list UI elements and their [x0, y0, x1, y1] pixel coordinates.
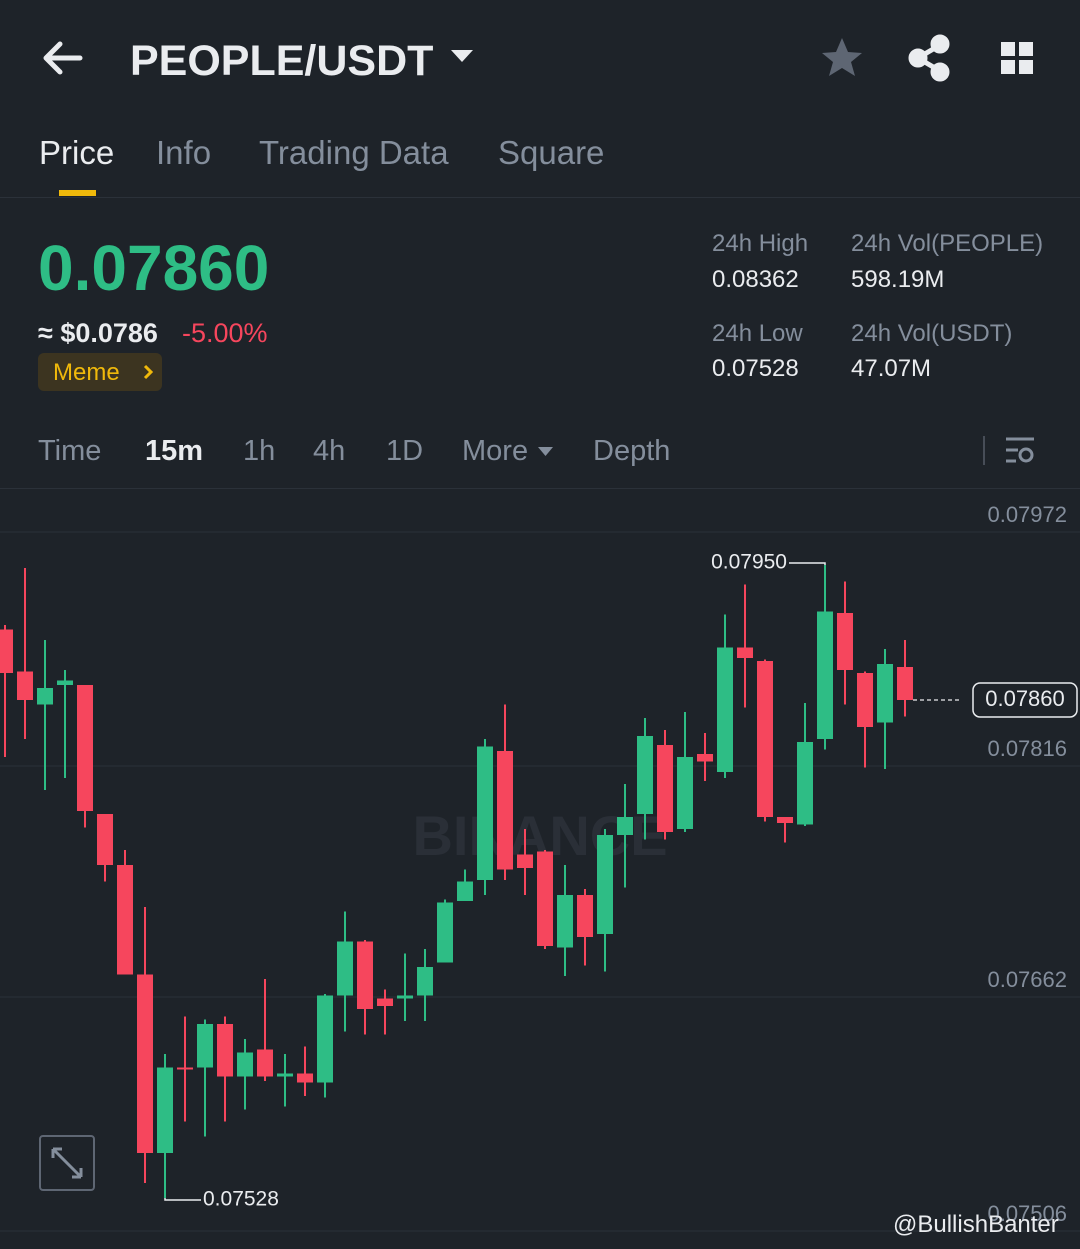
credit: @BullishBanter [893, 1211, 1059, 1238]
last-price: 0.07860 [38, 232, 270, 304]
candle-body [257, 1049, 273, 1077]
candle-body [357, 941, 373, 1009]
share-button[interactable] [908, 34, 950, 82]
tab[interactable]: Info [156, 134, 212, 171]
candle-body [337, 941, 353, 996]
last-price-label: 0.07860 [985, 686, 1065, 711]
favorite-star[interactable] [822, 38, 862, 76]
y-tick-label: 0.07506 [987, 1201, 1067, 1226]
candle-body [717, 647, 733, 772]
stat-value: 0.08362 [712, 266, 799, 293]
candle-body [637, 736, 653, 814]
candle-body [397, 995, 413, 999]
candle-body [157, 1067, 173, 1153]
stat-label: 24h Vol(USDT) [851, 320, 1013, 347]
candle-body [877, 664, 893, 723]
top-icons [0, 34, 1080, 489]
pair-title[interactable]: PEOPLE/USDT [130, 37, 434, 85]
last-price-box [972, 682, 1078, 718]
candle-body [0, 629, 13, 673]
more-caret [538, 447, 553, 456]
interval[interactable]: More [462, 435, 529, 467]
candle-body [817, 611, 833, 739]
interval[interactable]: 4h [313, 435, 346, 467]
candle-body [57, 680, 73, 685]
tag-label[interactable]: Meme [53, 359, 120, 386]
chart-settings[interactable] [1006, 437, 1034, 463]
candle-body [117, 865, 133, 975]
tab[interactable]: Square [498, 134, 605, 171]
expand-icon [51, 1147, 83, 1179]
candle-body [837, 613, 853, 670]
interval[interactable]: 1D [386, 435, 424, 467]
candle-body [137, 974, 153, 1153]
y-tick-label: 0.07972 [987, 502, 1067, 527]
candle-body [237, 1052, 253, 1077]
interval[interactable]: Time [38, 435, 102, 467]
candle-body [577, 895, 593, 937]
price-change: -5.00% [182, 318, 268, 348]
candle-body [857, 673, 873, 727]
candle-body [457, 881, 473, 901]
candle-body [557, 895, 573, 948]
y-tick-label: 0.07816 [987, 736, 1067, 761]
stat-label: 24h Vol(PEOPLE) [851, 230, 1044, 257]
stat-value: 0.07528 [712, 355, 799, 382]
candle-body [677, 757, 693, 829]
candle-body [517, 854, 533, 868]
candle-body [697, 754, 713, 762]
tag-chevron [143, 364, 154, 380]
stat-value: 598.19M [851, 266, 945, 293]
candle-body [897, 667, 913, 700]
candle-body [297, 1073, 313, 1083]
stat-label: 24h Low [712, 320, 803, 347]
stat-label: 24h High [712, 230, 809, 257]
stat-value: 47.07M [851, 355, 932, 382]
candle-body [177, 1067, 193, 1070]
candle-body [17, 671, 33, 700]
chart: BINANCE 0.079720.078160.076620.075060.07… [0, 502, 1080, 1232]
annotation-line [164, 1198, 201, 1201]
usd-price: ≈ $0.0786 [38, 318, 158, 348]
candle-body [197, 1024, 213, 1068]
candle-body [617, 817, 633, 835]
back-button[interactable] [43, 41, 83, 75]
candle-body [217, 1024, 233, 1077]
candle-body [497, 751, 513, 870]
tab-underline [59, 190, 96, 196]
annotation-line [789, 562, 826, 565]
candle-body [477, 746, 493, 880]
candle-body [537, 851, 553, 946]
candle-body [597, 835, 613, 934]
annotation-label: 0.07528 [203, 1188, 279, 1211]
candle-body [657, 745, 673, 832]
expand-button[interactable] [39, 1135, 95, 1191]
interval[interactable]: 1h [243, 435, 276, 467]
candle-body [777, 817, 793, 823]
candle-body [317, 995, 333, 1083]
candle-body [277, 1073, 293, 1077]
candle-body [437, 902, 453, 963]
tag-bg[interactable] [38, 353, 162, 391]
candle-body [797, 742, 813, 825]
candle-body [37, 688, 53, 705]
candle-body [417, 967, 433, 996]
annotation-label: 0.07950 [711, 551, 787, 574]
interval[interactable]: Depth [593, 435, 671, 467]
candle-body [77, 685, 93, 811]
y-tick-label: 0.07662 [987, 967, 1067, 992]
pair-dropdown[interactable] [451, 50, 473, 62]
candle-body [97, 814, 113, 865]
candle-body [377, 998, 393, 1006]
candle-body [737, 647, 753, 658]
grid-menu[interactable] [1001, 42, 1033, 74]
interval[interactable]: 15m [145, 435, 204, 467]
tab[interactable]: Price [39, 134, 115, 171]
tab[interactable]: Trading Data [259, 134, 449, 171]
candle-body [757, 661, 773, 817]
